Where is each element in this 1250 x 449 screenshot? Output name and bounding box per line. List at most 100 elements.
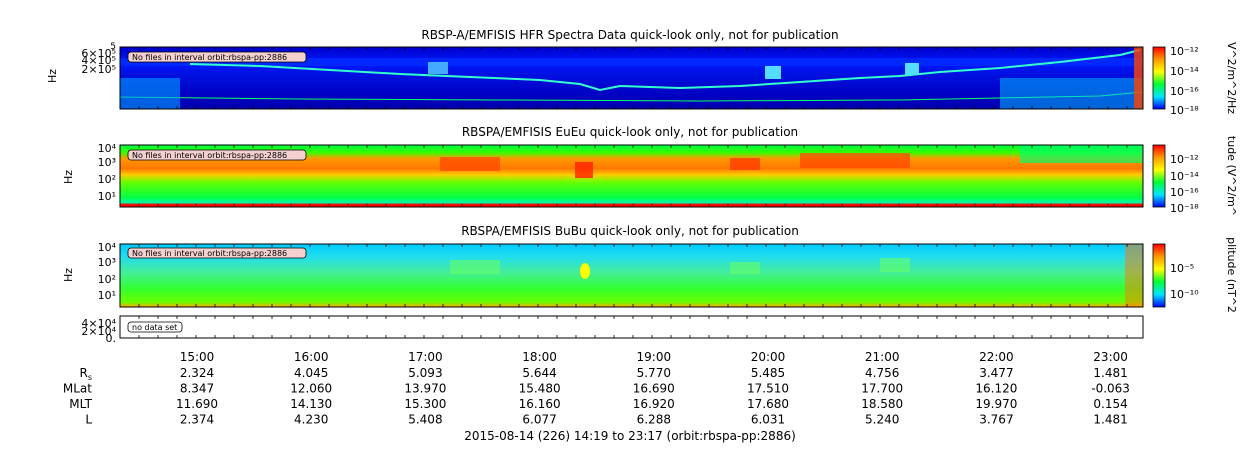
colorbar-3-label: plitude (nT^2: [1225, 237, 1238, 313]
ephemeris-value: 6.077: [522, 413, 556, 427]
colorbar-3: 10⁻⁵ 10⁻¹⁰ plitude (nT^2: [1152, 237, 1238, 313]
x-tick-label: 15:00: [180, 350, 215, 364]
ephemeris-row-label: MLat: [63, 382, 92, 396]
ephemeris-value: 11.690: [176, 397, 218, 411]
ephemeris-value: 19.970: [975, 397, 1017, 411]
ephemeris-value: 18.580: [861, 397, 903, 411]
ephemeris-value: 15.300: [404, 397, 446, 411]
colorbar-2: 10⁻¹² 10⁻¹⁴ 10⁻¹⁶ 10⁻¹⁸ tude (V^2/m^: [1152, 136, 1238, 216]
ephemeris-value: 2.374: [180, 413, 214, 427]
panel1-right-edge: [1134, 47, 1143, 109]
ephemeris-table: Rs 2.324 4.045 5.093 5.644 5.770 5.485 4.756 3.4…: [63, 366, 1130, 427]
panel3-ytick: 10¹: [98, 289, 116, 302]
panel3-ylabel: Hz: [62, 268, 75, 282]
panel2-band-a: [440, 157, 500, 171]
ephemeris-value: 1.481: [1093, 366, 1127, 380]
panel2-band-d: [575, 162, 593, 178]
x-tick-label: 19:00: [637, 350, 672, 364]
panel1-right-burst: [1000, 78, 1143, 109]
ephemeris-row-label: Rs: [79, 366, 92, 382]
x-tick-label: 20:00: [751, 350, 786, 364]
ephemeris-value: 16.690: [633, 382, 675, 396]
ephemeris-value: 5.770: [637, 366, 671, 380]
ephemeris-value: 5.644: [522, 366, 556, 380]
ephemeris-value: 5.240: [865, 413, 899, 427]
panel1-spectrogram: No files in interval orbit:rbspa-pp:2886: [119, 46, 1144, 110]
ephemeris-value: 4.045: [294, 366, 328, 380]
no-files-label-2: No files in interval orbit:rbspa-pp:2886: [127, 149, 307, 161]
panel3-right-edge: [1125, 244, 1143, 307]
colorbar-1-tick: 10⁻¹²: [1170, 45, 1199, 58]
ephemeris-value: 17.680: [747, 397, 789, 411]
colorbar-2-tick: 10⁻¹⁴: [1170, 170, 1199, 183]
panel3-spectrogram: No files in interval orbit:rbspa-pp:2886: [119, 243, 1144, 308]
panel2-frame: [119, 144, 1144, 208]
no-files-label-3-text: No files in interval orbit:rbspa-pp:2886: [132, 249, 287, 258]
panel2-ytick: 10²: [98, 173, 116, 186]
panel1-frame: [119, 46, 1144, 110]
panel1-patch-b: [765, 66, 781, 79]
ephemeris-row-label: L: [85, 413, 92, 427]
ephemeris-value: 13.970: [404, 382, 446, 396]
panel3-patch-b: [730, 262, 760, 274]
x-tick-label: 18:00: [522, 350, 557, 364]
panel2-ytick: 10¹: [98, 190, 116, 203]
ephemeris-value: 0.154: [1093, 397, 1127, 411]
colorbar-3-tick: 10⁻⁵: [1170, 262, 1194, 275]
ephemeris-value: 14.130: [290, 397, 332, 411]
panel1-yticks: 5 6×10⁵ 4×10⁵ 2×10⁵: [81, 42, 116, 76]
ephemeris-value: 8.347: [180, 382, 214, 396]
no-files-label-2-text: No files in interval orbit:rbspa-pp:2886: [132, 151, 287, 160]
no-data-label: no data set: [127, 321, 183, 333]
colorbar-1-label: V^2/m^2/Hz: [1225, 42, 1238, 114]
colorbar-2-label: tude (V^2/m^: [1225, 136, 1238, 216]
ephemeris-value: 17.510: [747, 382, 789, 396]
ephemeris-value: 5.485: [751, 366, 785, 380]
panel3-burst: [580, 263, 590, 279]
colorbar-3-tick: 10⁻¹⁰: [1170, 288, 1199, 301]
no-files-label-3: No files in interval orbit:rbspa-pp:2886: [127, 247, 307, 259]
panel1-ylabel: Hz: [46, 69, 59, 83]
panel2-spectrogram: No files in interval orbit:rbspa-pp:2886: [119, 144, 1144, 208]
x-axis-tick-marks: [119, 47, 1128, 338]
no-files-label-1: No files in interval orbit:rbspa-pp:2886: [127, 51, 307, 63]
colorbar-2-tick: 10⁻¹⁸: [1170, 202, 1199, 215]
panel4-ytick: 2×10⁴: [81, 325, 116, 338]
ephemeris-value: 1.481: [1093, 413, 1127, 427]
ephemeris-value: 17.700: [861, 382, 903, 396]
panel3-ytick: 10³: [98, 256, 116, 269]
ephemeris-value: 5.408: [408, 413, 442, 427]
panel3-title: RBSPA/EMFISIS BuBu quick-look only, not …: [461, 224, 799, 238]
colorbar-2-tick: 10⁻¹²: [1170, 153, 1199, 166]
panel3-frame: [119, 243, 1144, 308]
panel4-yticks: 4×10⁴ 2×10⁴ 0.: [81, 317, 116, 345]
panel1-title: RBSP-A/EMFISIS HFR Spectra Data quick-lo…: [421, 28, 838, 42]
panel4-ytick: 0.: [106, 332, 117, 345]
panel2-band-c: [730, 158, 760, 170]
colorbar-1: 10⁻¹² 10⁻¹⁴ 10⁻¹⁶ 10⁻¹⁸ V^2/m^2/Hz: [1152, 42, 1238, 117]
panel1-ytick: 2×10⁵: [81, 63, 116, 76]
colorbar-1-tick: 10⁻¹⁴: [1170, 65, 1199, 78]
panel2-ytick: 10⁴: [98, 142, 117, 155]
panel2-right-green: [1020, 145, 1143, 163]
x-tick-label: 16:00: [294, 350, 329, 364]
panel2-title: RBSPA/EMFISIS EuEu quick-look only, not …: [462, 125, 798, 139]
ephemeris-value: 3.477: [979, 366, 1013, 380]
panel4-frame: [119, 315, 1144, 339]
panel1-patch-c: [905, 63, 919, 75]
panel3-ytick: 10⁴: [98, 241, 117, 254]
ephemeris-value: 3.767: [979, 413, 1013, 427]
panel1-patch-a: [428, 62, 448, 74]
panel1-left-burst: [120, 78, 180, 109]
panel3-ytick: 10²: [98, 273, 116, 286]
ephemeris-value: 15.480: [519, 382, 561, 396]
x-tick-label: 22:00: [979, 350, 1014, 364]
ephemeris-value: 16.160: [519, 397, 561, 411]
ephemeris-row-label: MLT: [69, 397, 92, 411]
panel1-upper-hybrid-line: [189, 49, 1141, 92]
x-tick-label: 17:00: [408, 350, 443, 364]
x-axis-time-labels: 15:00 16:00 17:00 18:00 19:00 20:00 21:00 22:00…: [180, 350, 1128, 364]
ephemeris-value: 12.060: [290, 382, 332, 396]
panel1-ytick: 6×10⁵: [81, 47, 116, 60]
